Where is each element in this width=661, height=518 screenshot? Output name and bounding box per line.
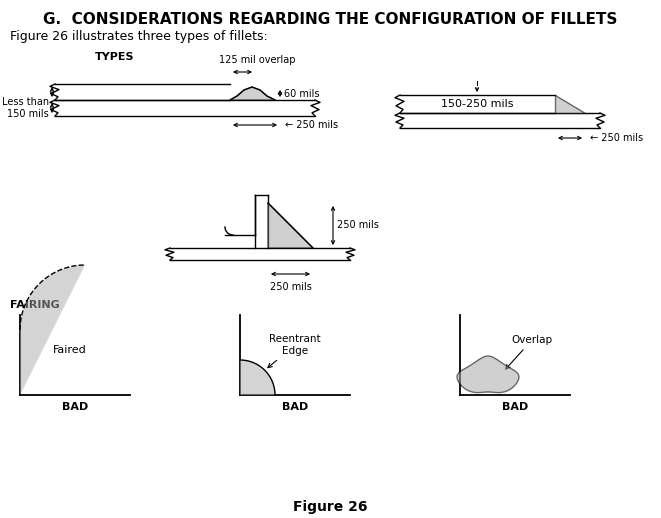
Polygon shape: [240, 360, 275, 395]
Text: Figure 26 illustrates three types of fillets:: Figure 26 illustrates three types of fil…: [10, 30, 268, 43]
Polygon shape: [20, 265, 85, 395]
Text: Reentrant
Edge: Reentrant Edge: [268, 334, 321, 368]
Text: 250 mils: 250 mils: [270, 282, 311, 292]
Text: Faired: Faired: [53, 345, 87, 355]
Text: TYPES: TYPES: [95, 52, 134, 62]
Polygon shape: [555, 95, 585, 113]
Text: 250 mils: 250 mils: [337, 221, 379, 231]
Polygon shape: [230, 87, 275, 100]
Polygon shape: [268, 203, 313, 248]
Text: BAD: BAD: [62, 402, 88, 412]
Text: 60 mils: 60 mils: [284, 89, 319, 99]
Text: 150-250 mils: 150-250 mils: [441, 99, 513, 109]
Text: BAD: BAD: [502, 402, 528, 412]
Text: Overlap: Overlap: [506, 335, 553, 369]
Text: Less than
150 mils: Less than 150 mils: [2, 97, 49, 119]
Polygon shape: [457, 356, 519, 393]
Text: ← 250 mils: ← 250 mils: [590, 133, 643, 143]
Text: G.  CONSIDERATIONS REGARDING THE CONFIGURATION OF FILLETS: G. CONSIDERATIONS REGARDING THE CONFIGUR…: [43, 12, 617, 27]
Text: BAD: BAD: [282, 402, 308, 412]
Text: FAIRING: FAIRING: [10, 300, 59, 310]
Text: Figure 26: Figure 26: [293, 500, 368, 514]
Text: 125 mil overlap: 125 mil overlap: [219, 55, 295, 65]
Text: ← 250 mils: ← 250 mils: [285, 120, 338, 130]
